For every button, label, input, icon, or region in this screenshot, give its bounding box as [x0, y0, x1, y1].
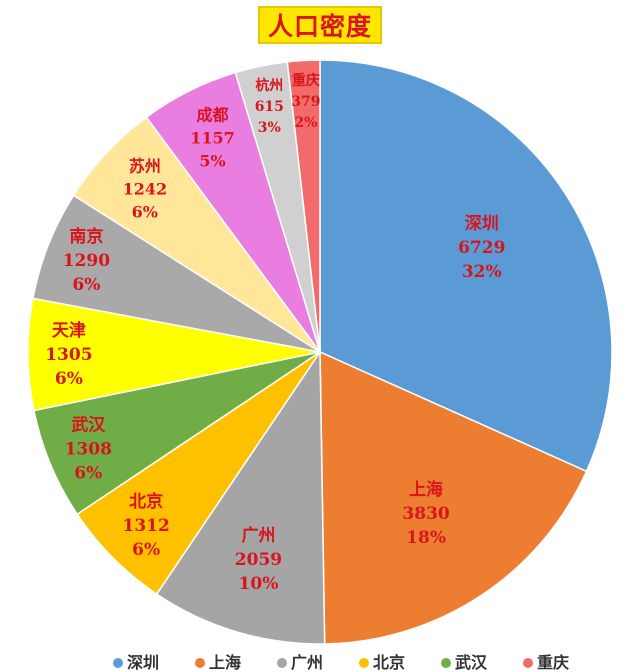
slice-label-value-2: 2059: [235, 550, 282, 570]
slice-label-value-5: 1305: [45, 345, 92, 365]
slice-label-name-4: 武汉: [71, 415, 106, 436]
slice-label-percent-8: 5%: [199, 152, 225, 171]
legend-label-2: 广州: [291, 653, 323, 672]
slice-label-value-8: 1157: [190, 129, 235, 148]
slice-label-value-0: 6729: [458, 238, 505, 258]
slice-label-percent-1: 18%: [406, 528, 446, 548]
pie-slice-1: [319, 350, 588, 645]
pie-slice-10: [286, 59, 321, 353]
slice-label-name-8: 成都: [197, 106, 229, 125]
slice-label-name-7: 苏州: [129, 156, 161, 175]
slice-label-name-6: 南京: [69, 226, 103, 247]
legend-label-3: 北京: [373, 653, 405, 672]
slice-label-value-3: 1312: [122, 516, 169, 536]
slice-label-value-1: 3830: [402, 504, 449, 524]
legend-label-1: 上海: [209, 653, 241, 672]
pie-slice-2: [155, 349, 326, 645]
legend-marker-2: [277, 658, 287, 668]
slice-label-percent-7: 6%: [132, 202, 158, 221]
slice-label-name-9: 杭州: [255, 77, 283, 94]
slice-label-value-9: 615: [255, 99, 284, 115]
legend-marker-1: [195, 658, 205, 668]
pie-labels: 深圳 6729 32% 上海 3830 18% 广州 2059 10% 北京 1312 6% 武汉 130…: [45, 72, 505, 594]
slice-label-percent-3: 6%: [132, 540, 160, 560]
legend: 深圳 上海 广州 北京 武汉 重庆: [113, 653, 569, 672]
legend-label-0: 深圳: [127, 653, 159, 672]
legend-label-4: 武汉: [455, 653, 488, 672]
slice-label-value-6: 1290: [63, 251, 110, 271]
chart-title: 人口密度: [267, 12, 372, 41]
slice-label-percent-2: 10%: [239, 574, 279, 594]
pie-slices: [27, 59, 613, 645]
legend-label-5: 重庆: [537, 653, 569, 672]
slice-label-name-1: 上海: [409, 479, 443, 500]
slice-label-percent-10: 2%: [294, 115, 317, 131]
slice-label-value-4: 1308: [65, 440, 112, 460]
slice-label-name-2: 广州: [241, 525, 275, 546]
slice-label-name-10: 重庆: [292, 72, 320, 89]
slice-label-percent-0: 32%: [462, 262, 502, 282]
slice-label-percent-9: 3%: [258, 120, 281, 136]
slice-label-percent-6: 6%: [72, 275, 100, 295]
slice-label-name-3: 北京: [129, 491, 163, 512]
legend-marker-0: [113, 658, 123, 668]
pie-slice-0: [319, 59, 613, 473]
slice-label-value-7: 1242: [123, 179, 168, 198]
slice-label-percent-5: 6%: [55, 369, 83, 389]
chart-title-box: 人口密度: [258, 6, 382, 44]
legend-marker-3: [359, 658, 369, 668]
slice-label-name-0: 深圳: [465, 213, 499, 234]
slice-label-value-10: 379: [291, 94, 320, 110]
slice-label-percent-4: 6%: [74, 464, 102, 484]
legend-marker-4: [441, 658, 451, 668]
slice-label-name-5: 天津: [52, 320, 86, 341]
legend-marker-5: [523, 658, 533, 668]
